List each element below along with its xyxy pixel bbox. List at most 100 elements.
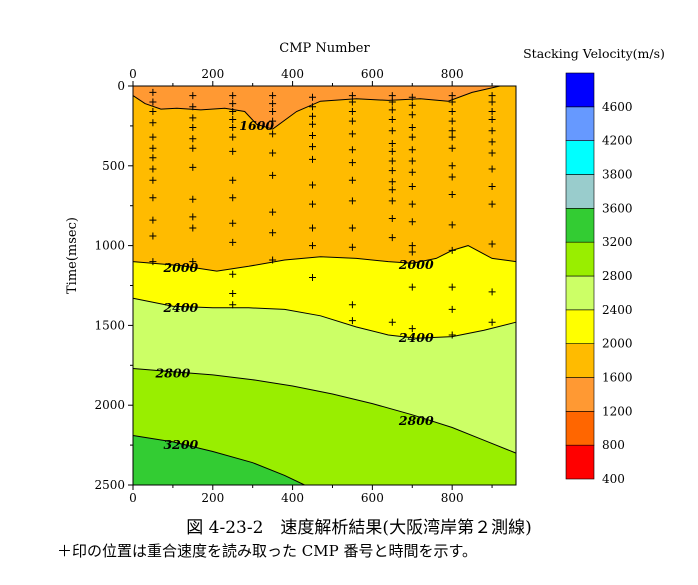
pick-marker bbox=[149, 88, 157, 96]
colorbar-swatch-3800 bbox=[565, 140, 595, 175]
colorbar-swatch-3600 bbox=[565, 174, 595, 209]
pick-marker bbox=[408, 218, 416, 226]
pick-marker bbox=[488, 240, 496, 248]
pick-marker bbox=[348, 117, 356, 125]
y-tick-label: 0 bbox=[117, 79, 125, 93]
band-3200 bbox=[133, 435, 305, 485]
colorbar-label: 3600 bbox=[602, 201, 633, 215]
x-tick-label-bottom: 0 bbox=[129, 491, 137, 505]
pick-marker bbox=[488, 98, 496, 106]
pick-marker bbox=[408, 200, 416, 208]
pick-marker bbox=[229, 238, 237, 246]
pick-marker bbox=[189, 258, 197, 266]
colorbar-label: 800 bbox=[602, 438, 625, 452]
colorbar-swatch-2800 bbox=[565, 241, 595, 277]
pick-marker bbox=[189, 124, 197, 131]
contour-line-2000 bbox=[132, 245, 517, 272]
pick-marker bbox=[388, 234, 396, 242]
pick-marker bbox=[388, 98, 396, 106]
pick-marker bbox=[488, 92, 496, 100]
colorbar-label: 400 bbox=[602, 472, 625, 486]
pick-marker bbox=[309, 112, 316, 120]
pick-marker bbox=[488, 200, 496, 208]
colorbar-label: 2400 bbox=[602, 303, 633, 317]
pick-marker bbox=[149, 119, 157, 127]
colorbar-label: 2000 bbox=[602, 337, 633, 351]
pick-marker bbox=[448, 283, 456, 291]
pick-marker bbox=[348, 98, 356, 106]
colorbar-swatch-800 bbox=[565, 411, 595, 446]
x-tick-label-bottom: 600 bbox=[361, 491, 384, 505]
colorbar-swatch-4200 bbox=[565, 106, 595, 141]
colorbar-label: 1200 bbox=[602, 404, 633, 418]
pick-marker bbox=[408, 248, 416, 256]
pick-marker bbox=[348, 301, 356, 309]
colorbar-label: 3800 bbox=[602, 168, 633, 182]
contour-label-1600: 1600 bbox=[239, 118, 274, 133]
pick-marker bbox=[309, 93, 316, 101]
contour-line-1600 bbox=[132, 85, 501, 130]
pick-marker bbox=[269, 108, 277, 115]
pick-marker bbox=[309, 200, 316, 208]
pick-marker bbox=[149, 232, 157, 240]
y-tick-label: 2000 bbox=[94, 398, 125, 412]
pick-marker bbox=[229, 290, 237, 297]
pick-marker bbox=[388, 106, 396, 114]
pick-marker bbox=[348, 176, 356, 184]
colorbar-title: Stacking Velocity(m/s) bbox=[523, 46, 665, 61]
colorbar-label: 4200 bbox=[602, 134, 633, 148]
contour-lines bbox=[132, 85, 517, 486]
contour-line-3200 bbox=[132, 435, 305, 486]
pick-marker bbox=[189, 114, 197, 122]
pick-marker bbox=[448, 191, 456, 198]
pick-marker bbox=[388, 157, 396, 165]
contour-label-2800: 2800 bbox=[154, 365, 190, 380]
pick-marker bbox=[388, 318, 396, 326]
contour-line-2400 bbox=[132, 297, 517, 339]
pick-marker bbox=[269, 208, 277, 216]
pick-marker bbox=[488, 127, 496, 135]
pick-marker bbox=[229, 176, 237, 184]
pick-marker bbox=[388, 92, 396, 100]
pick-marker bbox=[448, 127, 456, 135]
pick-marker bbox=[388, 167, 396, 175]
contour-labels: 1600 2000 2000 2400 2400 2800 2800 3200 bbox=[154, 118, 433, 452]
pick-marker bbox=[408, 168, 416, 176]
contour-label-2000: 2000 bbox=[398, 257, 434, 272]
pick-marker bbox=[189, 135, 197, 143]
x-tick-label-bottom: 400 bbox=[281, 491, 304, 505]
pick-marker bbox=[448, 305, 456, 313]
pick-marker bbox=[408, 111, 416, 119]
pick-marker bbox=[189, 195, 197, 203]
pick-marker bbox=[388, 186, 396, 194]
pick-marker bbox=[348, 159, 356, 167]
pick-marker bbox=[149, 258, 157, 266]
colorbar-label: 1600 bbox=[602, 371, 633, 385]
pick-marker bbox=[488, 318, 496, 326]
pick-marker bbox=[388, 147, 396, 155]
pick-marker bbox=[269, 100, 277, 108]
pick-marker bbox=[149, 133, 157, 141]
pick-marker bbox=[149, 154, 157, 162]
figure-note: ＋印の位置は重合速度を読み取った CMP 番号と時間を示す。 bbox=[57, 542, 477, 560]
pick-marker bbox=[309, 155, 316, 163]
velocity-picks bbox=[149, 88, 496, 339]
y-tick-label: 1000 bbox=[94, 239, 125, 253]
pick-marker bbox=[388, 116, 396, 123]
pick-marker bbox=[269, 171, 277, 179]
pick-marker bbox=[488, 165, 496, 173]
pick-marker bbox=[229, 194, 237, 202]
pick-marker bbox=[388, 215, 396, 222]
colorbar-swatch-2000 bbox=[565, 309, 595, 344]
pick-marker bbox=[448, 144, 456, 152]
contour-line-2800 bbox=[132, 368, 517, 454]
pick-marker bbox=[269, 130, 277, 138]
pick-marker bbox=[149, 108, 157, 115]
pick-marker bbox=[408, 283, 416, 291]
pick-marker bbox=[149, 144, 157, 152]
pick-marker bbox=[309, 103, 316, 111]
pick-marker bbox=[229, 301, 237, 309]
x-tick-label-bottom: 800 bbox=[441, 491, 464, 505]
x-tick-label: 800 bbox=[441, 67, 464, 81]
pick-marker bbox=[348, 224, 356, 232]
